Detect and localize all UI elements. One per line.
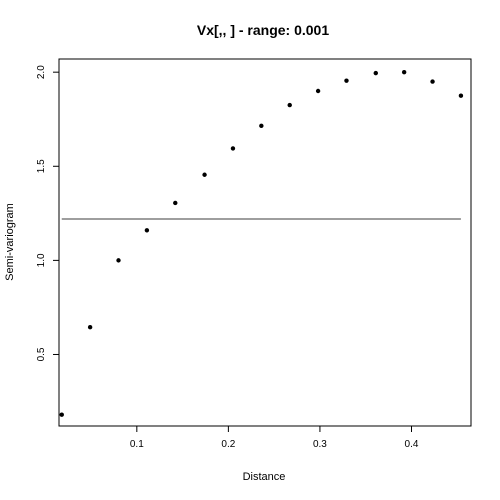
y-axis: 0.5 1.0 1.5 2.0: [36, 65, 59, 361]
data-point: [144, 228, 150, 233]
data-point: [430, 79, 435, 84]
y-tick-label: 1.5: [36, 159, 47, 173]
plot-frame: [58, 58, 472, 427]
data-point: [315, 88, 321, 94]
data-point: [173, 200, 178, 206]
data-point: [401, 69, 407, 75]
x-tick-label: 0.1: [130, 439, 144, 450]
data-point: [458, 93, 464, 98]
y-tick-label: 1.0: [36, 253, 47, 267]
x-tick-label: 0.2: [221, 439, 235, 450]
y-tick-label: 0.5: [36, 347, 47, 361]
x-tick-label: 0.4: [405, 439, 419, 450]
data-point: [116, 258, 121, 263]
data-point: [259, 123, 264, 129]
data-point: [373, 70, 378, 76]
data-point: [287, 102, 292, 108]
data-point: [202, 172, 207, 177]
y-tick-label: 2.0: [36, 65, 47, 79]
x-tick-label: 0.3: [313, 439, 327, 450]
data-point: [59, 412, 64, 417]
x-axis-label: Distance: [243, 471, 286, 483]
chart-title: Vx[,, ] - range: 0.001: [197, 22, 329, 38]
data-point: [344, 78, 349, 83]
data-point: [230, 146, 236, 151]
x-axis: 0.1 0.2 0.3 0.4: [130, 426, 419, 450]
data-point: [87, 324, 93, 330]
y-axis-label: Semi-variogram: [4, 203, 16, 281]
data-points: [59, 69, 464, 417]
